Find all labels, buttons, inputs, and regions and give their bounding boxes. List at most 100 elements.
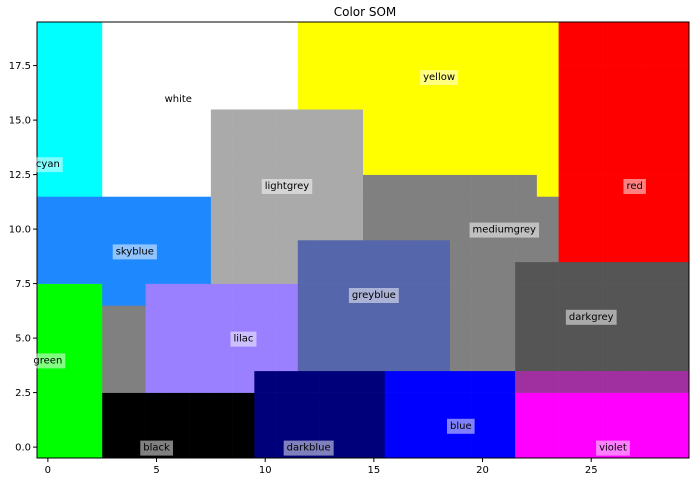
som-cell <box>406 305 429 328</box>
som-cell <box>189 174 212 197</box>
som-cell <box>210 436 233 459</box>
som-cell <box>493 87 516 110</box>
som-cell <box>319 152 342 175</box>
annotation-label: lightgrey <box>265 181 310 192</box>
som-cell <box>667 414 690 437</box>
som-cell <box>58 261 81 284</box>
som-cell <box>167 349 190 372</box>
som-cell <box>623 305 646 328</box>
som-cell <box>406 261 429 284</box>
som-cell <box>276 152 299 175</box>
som-cell <box>645 109 668 132</box>
som-cell <box>102 283 125 306</box>
som-cell <box>449 152 472 175</box>
som-cell <box>254 152 277 175</box>
som-cell <box>384 174 407 197</box>
som-cell <box>493 196 516 219</box>
som-cell <box>558 392 581 415</box>
som-cell <box>167 392 190 415</box>
som-cell <box>167 109 190 132</box>
som-cell <box>667 196 690 219</box>
x-tick-label: 0 <box>45 465 51 476</box>
som-cell <box>58 305 81 328</box>
som-cell <box>645 370 668 393</box>
som-cell <box>471 327 494 350</box>
som-cell <box>449 305 472 328</box>
som-cell <box>210 174 233 197</box>
som-cell <box>667 218 690 241</box>
som-cell <box>189 436 212 459</box>
som-cell <box>602 218 625 241</box>
som-cell <box>406 392 429 415</box>
som-cell <box>493 65 516 88</box>
som-cell <box>667 87 690 110</box>
som-cell <box>232 436 255 459</box>
som-cell <box>210 196 233 219</box>
annotation-box <box>469 222 540 238</box>
som-cell <box>319 283 342 306</box>
annotation-label: cyan <box>36 159 60 170</box>
som-cell <box>645 218 668 241</box>
som-cell <box>449 283 472 306</box>
som-cell <box>189 65 212 88</box>
som-cell <box>341 349 364 372</box>
som-cell <box>363 152 386 175</box>
som-cell <box>536 22 559 45</box>
som-cell <box>189 131 212 154</box>
som-cell <box>145 152 168 175</box>
som-cell <box>667 109 690 132</box>
som-cell <box>623 109 646 132</box>
annotation-label: darkblue <box>287 443 331 454</box>
som-cell <box>123 65 146 88</box>
som-cell <box>341 152 364 175</box>
som-cell <box>341 436 364 459</box>
som-cell <box>210 327 233 350</box>
som-cell <box>254 87 277 110</box>
som-cell <box>37 414 60 437</box>
som-cell <box>471 305 494 328</box>
som-cell <box>210 305 233 328</box>
som-cell <box>254 349 277 372</box>
som-cell <box>189 218 212 241</box>
som-cell <box>515 131 538 154</box>
som-cell <box>276 327 299 350</box>
som-cell <box>37 283 60 306</box>
som-cell <box>189 240 212 263</box>
som-cell <box>602 109 625 132</box>
som-cell <box>623 392 646 415</box>
som-cell <box>363 392 386 415</box>
som-cell <box>428 218 451 241</box>
som-cell <box>254 22 277 45</box>
som-cell <box>167 370 190 393</box>
som-cell <box>297 392 320 415</box>
som-cell <box>515 152 538 175</box>
som-cell <box>276 283 299 306</box>
annotation-box <box>623 179 646 194</box>
annotation-blue: blue <box>446 418 475 434</box>
som-cell <box>384 196 407 219</box>
som-cell <box>341 196 364 219</box>
som-cell <box>276 22 299 45</box>
som-cell <box>493 392 516 415</box>
som-cell <box>102 174 125 197</box>
y-tick-label: 12.5 <box>9 170 31 181</box>
som-cell <box>123 370 146 393</box>
annotation-label: red <box>626 181 642 192</box>
som-cell <box>123 152 146 175</box>
som-cell <box>363 87 386 110</box>
som-cell <box>254 196 277 219</box>
som-cell <box>123 349 146 372</box>
som-cell <box>276 261 299 284</box>
som-cell <box>37 370 60 393</box>
som-cell <box>406 349 429 372</box>
som-cell <box>667 392 690 415</box>
som-cell <box>645 65 668 88</box>
som-cell <box>297 261 320 284</box>
som-cell <box>449 240 472 263</box>
som-cell <box>102 392 125 415</box>
som-cell <box>493 283 516 306</box>
som-cell <box>254 43 277 66</box>
som-cell <box>471 22 494 45</box>
som-cell <box>602 392 625 415</box>
som-cell <box>232 65 255 88</box>
